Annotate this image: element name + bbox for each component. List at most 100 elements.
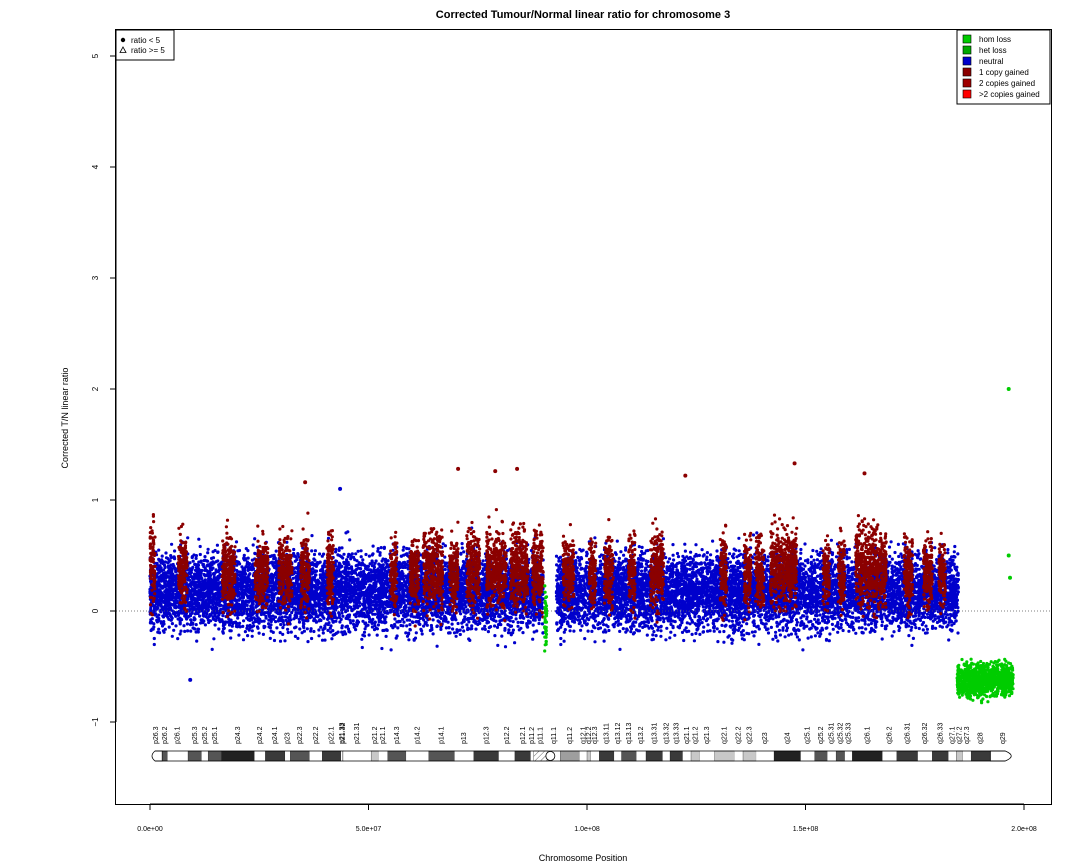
data-point-neutral: [178, 632, 182, 636]
data-point-neutral: [474, 620, 478, 624]
data-point-neutral: [420, 632, 424, 636]
data-point-neutral: [197, 627, 201, 631]
data-point-neutral: [268, 636, 272, 641]
data-point-neutral: [413, 636, 418, 640]
data-point-neutral: [151, 627, 155, 631]
data-point-neutral: [366, 564, 370, 569]
data-point-neutral: [170, 622, 174, 626]
data-point-neutral: [161, 614, 165, 618]
data-point-neutral: [245, 616, 249, 620]
data-point-neutral: [310, 534, 314, 538]
data-point-neutral: [256, 626, 260, 630]
data-point-neutral: [271, 630, 275, 635]
data-point-neutral: [364, 552, 368, 557]
data-point-neutral: [365, 597, 369, 601]
data-point-neutral: [348, 538, 352, 542]
data-point-neutral: [213, 606, 217, 610]
data-point-neutral: [450, 622, 454, 626]
data-point-neutral: [382, 628, 386, 633]
data-point-neutral: [537, 621, 541, 626]
data-point-neutral: [278, 631, 282, 635]
data-point-neutral: [486, 630, 490, 634]
data-points: [148, 387, 1015, 705]
data-point-neutral: [342, 552, 346, 556]
data-point-neutral: [214, 568, 218, 572]
data-point-neutral: [191, 559, 195, 563]
data-point-neutral: [170, 542, 174, 546]
data-point-neutral: [506, 631, 511, 635]
data-point-neutral: [269, 623, 273, 627]
data-point-neutral: [194, 623, 198, 627]
data-point-neutral: [221, 631, 225, 635]
data-point-neutral: [328, 626, 332, 630]
data-point-neutral: [242, 619, 246, 623]
data-point-neutral: [195, 639, 199, 643]
data-point-neutral: [262, 619, 266, 623]
data-point-neutral: [483, 624, 487, 629]
data-point-neutral: [367, 568, 371, 572]
data-point-neutral: [379, 546, 383, 550]
data-point-neutral: [430, 626, 434, 630]
data-point-neutral: [257, 631, 261, 635]
data-point-neutral: [330, 637, 334, 641]
data-point-neutral: [364, 581, 368, 585]
data-point-neutral: [292, 547, 296, 552]
data-point-neutral: [272, 638, 277, 643]
data-point-neutral: [202, 558, 206, 563]
data-point-neutral: [408, 627, 412, 632]
data-point-neutral: [149, 620, 153, 624]
data-point-neutral: [269, 619, 273, 624]
data-point-neutral: [310, 636, 314, 641]
data-point-neutral: [240, 565, 244, 569]
data-point-neutral: [338, 562, 342, 567]
data-point-neutral: [456, 621, 460, 626]
data-point-neutral: [371, 552, 375, 556]
data-point-neutral: [186, 536, 190, 540]
data-point-neutral: [345, 602, 349, 606]
data-point-neutral: [507, 623, 511, 627]
data-point-neutral: [319, 625, 323, 629]
data-point-neutral: [481, 627, 485, 631]
data-point-neutral: [211, 556, 216, 560]
data-point-neutral: [338, 593, 342, 597]
data-point-neutral: [344, 625, 348, 629]
data-point-neutral: [465, 623, 469, 627]
data-point-neutral: [251, 543, 255, 547]
data-point-neutral: [516, 620, 520, 625]
data-point-neutral: [251, 602, 255, 606]
data-point-neutral: [282, 623, 286, 627]
data-point-neutral: [395, 634, 399, 638]
data-point-neutral: [516, 624, 520, 628]
data-point-neutral: [356, 549, 360, 553]
data-point-neutral: [435, 644, 439, 648]
data-point-neutral: [321, 631, 325, 635]
data-point-neutral: [405, 546, 409, 551]
data-point-neutral: [191, 622, 195, 626]
data-point-neutral: [191, 626, 195, 630]
data-point-neutral: [407, 638, 411, 642]
data-point-neutral: [331, 633, 335, 637]
data-point-neutral: [322, 616, 326, 620]
data-point-neutral: [237, 633, 241, 637]
data-point-neutral: [320, 554, 324, 558]
data-point-neutral: [437, 620, 441, 624]
data-point-neutral: [364, 566, 368, 571]
data-point-neutral: [443, 555, 447, 559]
data-point-neutral: [246, 596, 250, 600]
data-point-neutral: [362, 612, 366, 616]
data-point-neutral: [152, 636, 156, 641]
data-point-neutral: [198, 614, 202, 618]
data-point-neutral: [313, 549, 317, 553]
data-point-neutral: [210, 647, 214, 652]
data-point-neutral: [422, 618, 426, 622]
data-point-neutral: [319, 568, 323, 572]
data-point-neutral: [262, 626, 266, 630]
data-point-neutral: [373, 620, 377, 624]
data-point-neutral: [289, 618, 293, 622]
data-point-neutral: [229, 629, 233, 633]
data-point-neutral: [389, 648, 393, 652]
data-point-neutral: [196, 630, 200, 634]
data-point-neutral: [184, 611, 188, 616]
data-point-neutral: [341, 614, 345, 618]
data-point-neutral: [155, 615, 159, 619]
